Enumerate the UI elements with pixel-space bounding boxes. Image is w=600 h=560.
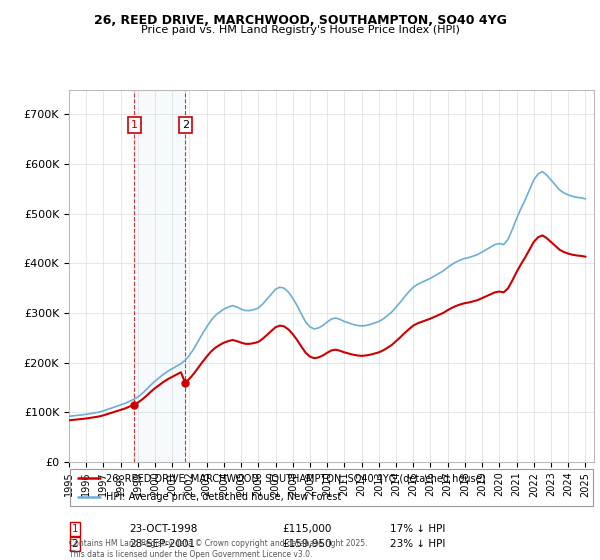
Text: 23% ↓ HPI: 23% ↓ HPI — [390, 539, 445, 549]
Text: £115,000: £115,000 — [282, 524, 331, 534]
Text: £159,950: £159,950 — [282, 539, 332, 549]
Text: HPI: Average price, detached house, New Forest: HPI: Average price, detached house, New … — [106, 492, 341, 502]
Text: 2: 2 — [182, 120, 189, 130]
Text: 1: 1 — [71, 524, 79, 534]
Text: 26, REED DRIVE, MARCHWOOD, SOUTHAMPTON, SO40 4YG (detached house): 26, REED DRIVE, MARCHWOOD, SOUTHAMPTON, … — [106, 473, 485, 483]
Text: 26, REED DRIVE, MARCHWOOD, SOUTHAMPTON, SO40 4YG: 26, REED DRIVE, MARCHWOOD, SOUTHAMPTON, … — [94, 14, 506, 27]
Text: 17% ↓ HPI: 17% ↓ HPI — [390, 524, 445, 534]
Text: Price paid vs. HM Land Registry's House Price Index (HPI): Price paid vs. HM Land Registry's House … — [140, 25, 460, 35]
Text: 28-SEP-2001: 28-SEP-2001 — [129, 539, 195, 549]
Text: 2: 2 — [71, 539, 79, 549]
Text: Contains HM Land Registry data © Crown copyright and database right 2025.
This d: Contains HM Land Registry data © Crown c… — [69, 539, 367, 559]
Text: 23-OCT-1998: 23-OCT-1998 — [129, 524, 197, 534]
Bar — [134, 90, 185, 462]
Text: 1: 1 — [131, 120, 138, 130]
